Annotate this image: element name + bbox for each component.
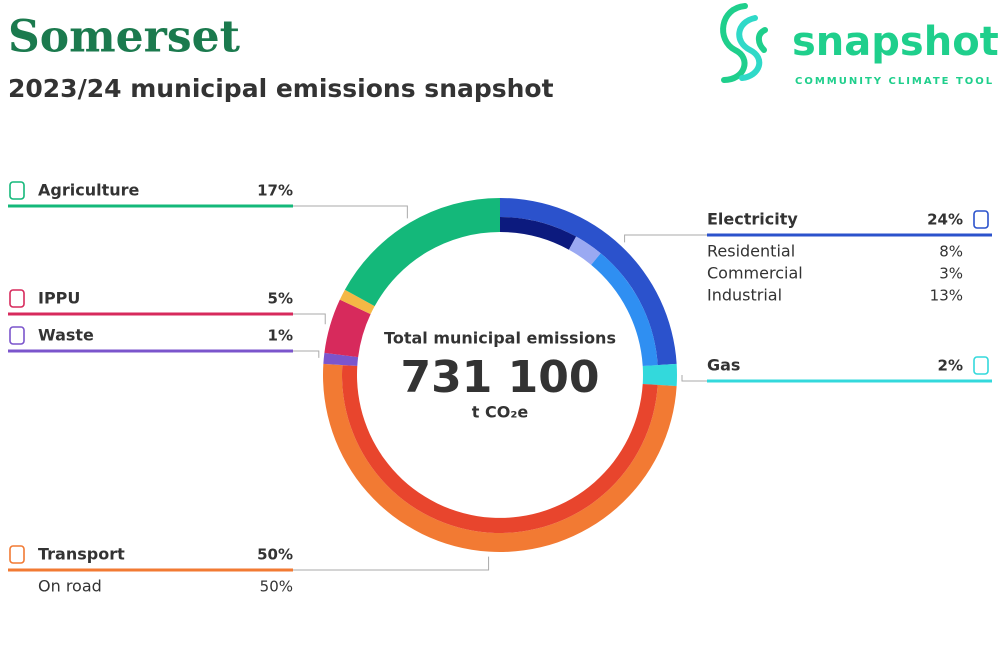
legend-value: 17% bbox=[257, 182, 293, 200]
legend-name: Electricity bbox=[707, 210, 798, 229]
legend-value: 5% bbox=[268, 290, 293, 308]
legend-value: 1% bbox=[268, 327, 293, 345]
leader-line bbox=[681, 375, 707, 382]
category-icon bbox=[9, 545, 25, 564]
leader-line bbox=[293, 556, 490, 571]
center-label: Total municipal emissions bbox=[384, 329, 616, 348]
legend-name: Transport bbox=[38, 545, 125, 564]
leader-line bbox=[624, 234, 707, 243]
leader-line bbox=[293, 205, 408, 219]
sub-legend-value: 50% bbox=[260, 578, 293, 596]
sub-legend-value: 3% bbox=[939, 265, 963, 283]
donut-segment bbox=[500, 198, 677, 366]
donut-segment bbox=[344, 198, 500, 307]
legend-value: 24% bbox=[927, 211, 963, 229]
legend-value: 2% bbox=[938, 357, 963, 375]
category-icon bbox=[9, 181, 25, 200]
donut-segment bbox=[339, 289, 375, 315]
donut-sub-segment bbox=[591, 253, 658, 367]
sub-legend-name: Industrial bbox=[707, 286, 782, 305]
logo-name: snapshot bbox=[792, 19, 999, 65]
legend-name: IPPU bbox=[38, 289, 80, 308]
legend-name: Gas bbox=[707, 356, 740, 375]
subtitle: 2023/24 municipal emissions snapshot bbox=[8, 74, 554, 103]
sub-legend-name: On road bbox=[38, 577, 102, 596]
leader-line bbox=[293, 313, 326, 325]
category-icon bbox=[973, 356, 989, 375]
title: Somerset bbox=[8, 12, 241, 63]
logo-stroke bbox=[736, 15, 763, 81]
donut-sub-segment bbox=[500, 217, 577, 250]
donut-segment bbox=[323, 352, 359, 367]
category-icon bbox=[973, 210, 989, 229]
donut-sub-segment bbox=[568, 236, 601, 265]
sub-legend-value: 8% bbox=[939, 243, 963, 261]
donut-segment bbox=[324, 299, 371, 358]
logo-stroke bbox=[755, 27, 768, 53]
total-unit: t CO₂e bbox=[472, 403, 529, 422]
legend-name: Waste bbox=[38, 326, 94, 345]
sub-legend-name: Residential bbox=[707, 242, 795, 261]
donut-segment bbox=[642, 363, 678, 387]
legend-name: Agriculture bbox=[38, 181, 140, 200]
sub-legend-name: Commercial bbox=[707, 264, 803, 283]
legend-value: 50% bbox=[257, 546, 293, 564]
logo-stroke bbox=[720, 3, 748, 83]
leader-line bbox=[293, 350, 320, 358]
total-value: 731 100 bbox=[400, 352, 599, 403]
logo-mark bbox=[720, 3, 768, 83]
logo-tagline: COMMUNITY CLIMATE TOOL bbox=[795, 76, 994, 87]
category-icon bbox=[9, 289, 25, 308]
category-icon bbox=[9, 326, 25, 345]
sub-legend-value: 13% bbox=[930, 287, 963, 305]
